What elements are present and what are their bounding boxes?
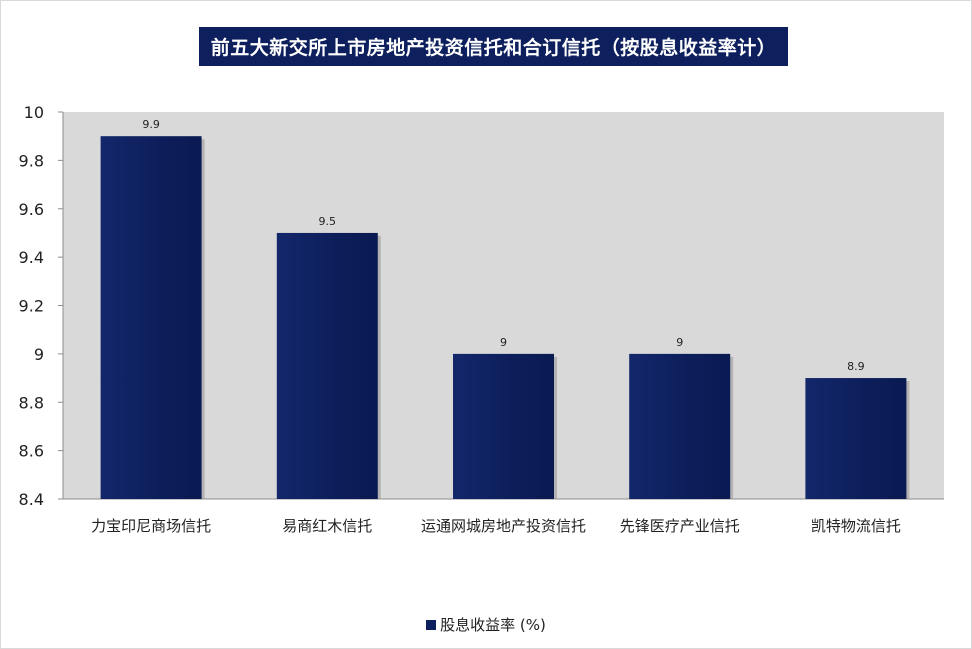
y-tick-label: 9.6 (19, 200, 44, 219)
bar (629, 353, 731, 499)
x-tick-label: 力宝印尼商场信托 (91, 517, 211, 535)
data-label: 9.9 (142, 118, 160, 131)
y-tick-label: 9 (34, 345, 44, 364)
legend-label: 股息收益率 (%) (440, 616, 546, 634)
data-label: 9 (500, 336, 507, 349)
y-tick-label: 8.6 (19, 442, 44, 461)
legend: 股息收益率 (%) (0, 614, 972, 635)
bar (276, 232, 378, 499)
data-label: 9.5 (319, 215, 337, 228)
y-tick-label: 9.2 (19, 297, 44, 316)
x-tick-label: 易商红木信托 (282, 517, 372, 535)
chart-title: 前五大新交所上市房地产投资信托和合订信托（按股息收益率计） (199, 27, 788, 66)
y-tick-label: 8.4 (19, 490, 44, 509)
y-tick-label: 9.8 (19, 151, 44, 170)
x-tick-label: 运通网城房地产投资信托 (421, 517, 586, 535)
bar (100, 136, 202, 499)
y-tick-label: 8.8 (19, 393, 44, 412)
bar (805, 378, 907, 499)
legend-swatch (426, 619, 437, 630)
x-tick-label: 先锋医疗产业信托 (620, 517, 740, 535)
y-tick-label: 10 (24, 103, 44, 122)
bar (453, 353, 554, 499)
y-tick-label: 9.4 (19, 248, 44, 267)
data-label: 9 (676, 336, 683, 349)
data-label: 8.9 (847, 360, 865, 373)
x-tick-label: 凯特物流信托 (811, 517, 901, 535)
